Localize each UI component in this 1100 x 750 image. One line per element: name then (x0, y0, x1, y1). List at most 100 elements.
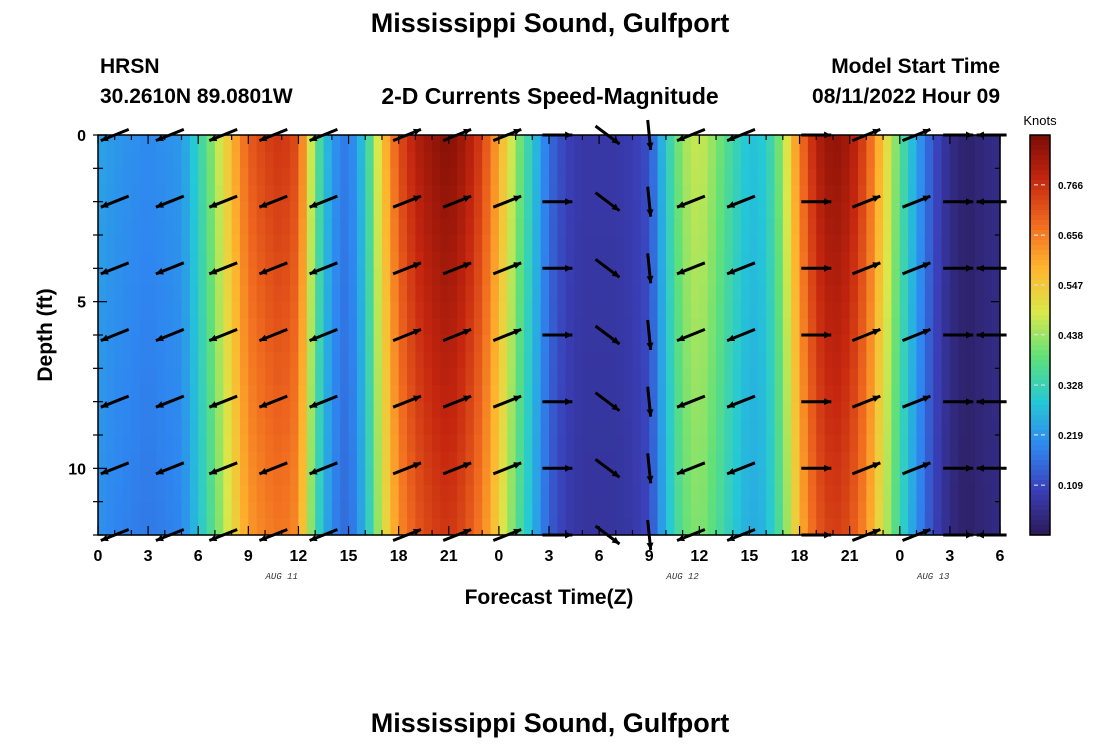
heatmap-cell (774, 201, 784, 219)
heatmap-cell (741, 251, 751, 269)
heatmap-cell (582, 218, 592, 236)
heatmap-cell (273, 418, 283, 436)
heatmap-cell (273, 485, 283, 503)
heatmap-cell (239, 135, 249, 153)
heatmap-cell (933, 435, 943, 453)
heatmap-cell (198, 401, 208, 419)
heatmap-cell (741, 368, 751, 386)
heatmap-cell (114, 385, 124, 403)
heatmap-cell (707, 185, 717, 203)
heatmap-cell (390, 285, 400, 303)
heatmap-cell (348, 385, 358, 403)
heatmap-cell (607, 518, 617, 536)
heatmap-cell (532, 318, 542, 336)
heatmap-cell (273, 218, 283, 236)
heatmap-cell (916, 501, 926, 519)
heatmap-cell (423, 185, 433, 203)
heatmap-cell (473, 251, 483, 269)
heatmap-cell (98, 168, 107, 186)
heatmap-cell (958, 235, 968, 253)
heatmap-cell (273, 401, 283, 419)
heatmap-cell (457, 385, 467, 403)
heatmap-cell (540, 235, 550, 253)
heatmap-cell (231, 218, 241, 236)
heatmap-cell (565, 285, 575, 303)
heatmap-cell (866, 368, 876, 386)
heatmap-cell (223, 301, 233, 319)
heatmap-cell (465, 435, 475, 453)
colorbar-tick-label: 0.219 (1058, 431, 1083, 442)
heatmap-cell (874, 201, 884, 219)
heatmap-cell (557, 368, 567, 386)
heatmap-cell (682, 168, 692, 186)
heatmap-cell (874, 318, 884, 336)
heatmap-cell (707, 318, 717, 336)
heatmap-cell (607, 501, 617, 519)
heatmap-cell (841, 485, 851, 503)
heatmap-cell (490, 501, 500, 519)
heatmap-cell (164, 485, 174, 503)
heatmap-cell (607, 401, 617, 419)
heatmap-cell (315, 151, 325, 169)
heatmap-cell (198, 268, 208, 286)
heatmap-cell (883, 301, 893, 319)
heatmap-cell (231, 468, 241, 486)
heatmap-cell (189, 285, 199, 303)
colorbar-swatch (1030, 495, 1050, 501)
heatmap-cell (624, 485, 634, 503)
heatmap-cell (323, 368, 333, 386)
heatmap-cell (340, 151, 350, 169)
current-arrow (594, 458, 621, 479)
heatmap-cell (231, 235, 241, 253)
heatmap-cell (615, 368, 625, 386)
heatmap-cell (315, 268, 325, 286)
heatmap-cell (707, 201, 717, 219)
heatmap-cell (532, 285, 542, 303)
heatmap-cell (908, 401, 918, 419)
heatmap-cell (114, 135, 124, 153)
heatmap-cell (515, 368, 525, 386)
heatmap-cell (615, 485, 625, 503)
heatmap-cell (807, 451, 817, 469)
heatmap-cell (599, 435, 609, 453)
heatmap-cell (983, 385, 993, 403)
heatmap-cell (599, 418, 609, 436)
heatmap-cell (574, 485, 584, 503)
heatmap-cell (607, 435, 617, 453)
heatmap-cell (457, 301, 467, 319)
heatmap-cell (498, 285, 508, 303)
heatmap-cell (615, 135, 625, 153)
heatmap-cell (607, 135, 617, 153)
heatmap-cell (640, 451, 650, 469)
heatmap-cell (799, 235, 809, 253)
heatmap-cell (891, 168, 901, 186)
heatmap-cell (699, 218, 709, 236)
heatmap-cell (991, 185, 1001, 203)
heatmap-cell (148, 168, 158, 186)
heatmap-cell (549, 468, 558, 486)
heatmap-cell (398, 468, 408, 486)
heatmap-cell (131, 385, 141, 403)
current-arrow (901, 394, 931, 409)
heatmap-cell (457, 335, 467, 353)
heatmap-cell (298, 368, 308, 386)
heatmap-cell (407, 218, 416, 236)
current-arrow (943, 464, 974, 472)
heatmap-cell (432, 135, 442, 153)
heatmap-cell (883, 368, 893, 386)
heatmap-cell (582, 518, 592, 536)
heatmap-cell (365, 468, 375, 486)
heatmap-cell (540, 351, 550, 369)
heatmap-cell (148, 401, 158, 419)
heatmap-cell (290, 285, 300, 303)
heatmap-cell (465, 318, 475, 336)
heatmap-cell (724, 168, 734, 186)
current-arrow (442, 394, 472, 409)
colorbar-swatch (1030, 330, 1050, 336)
heatmap-cell (490, 485, 500, 503)
heatmap-cell (131, 451, 141, 469)
heatmap-cell (156, 201, 166, 219)
heatmap-cell (682, 518, 692, 536)
heatmap-cell (173, 501, 183, 519)
heatmap-cell (958, 435, 968, 453)
